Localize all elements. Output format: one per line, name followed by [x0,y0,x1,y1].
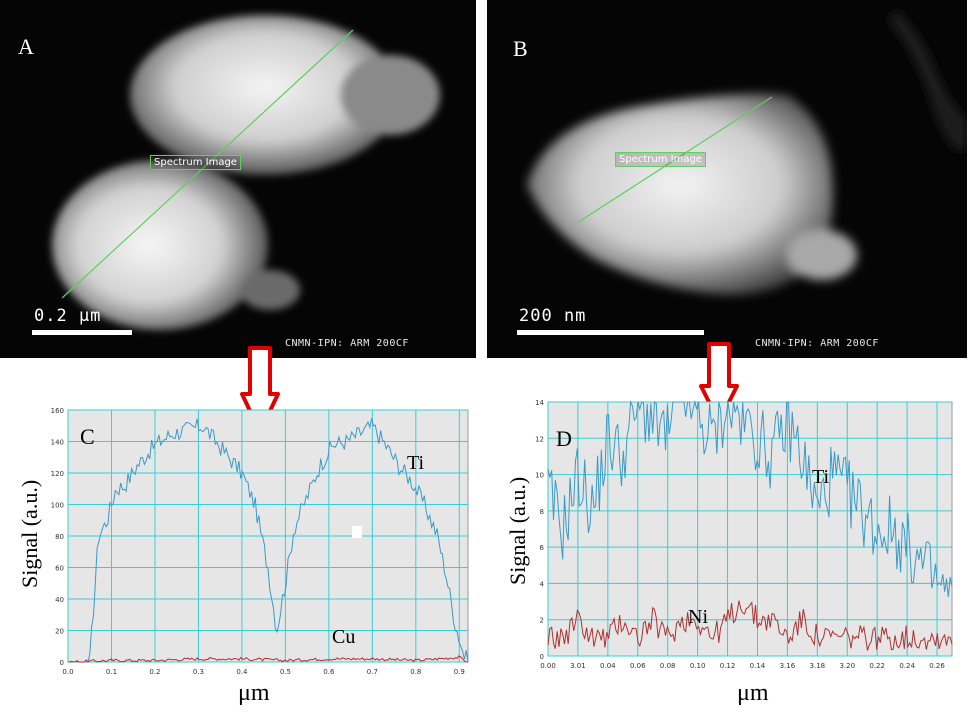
x-tick-label: 0.5 [280,668,291,676]
x-tick-label: 3.01 [570,662,586,670]
x-tick-label: 3.16 [780,662,796,670]
chart-c-series-cu-label: Cu [332,626,356,648]
series-line-cu [68,655,469,663]
y-tick-label: 140 [51,439,64,447]
y-tick-label: 10 [535,472,544,480]
spectrum-line-a [61,29,354,299]
plot-marker [352,526,362,538]
y-tick-label: 14 [535,399,544,407]
chart-d: 0.00 3.01 0.04 0.06 0.08 0.10 0.12 0.14 3.16 3.18… [535,399,953,670]
y-tick-label: 80 [55,533,64,541]
spectrum-label-b: Spectrum Image [615,152,706,167]
credit-a: CNMN-IPN: ARM 200CF [285,338,409,349]
chart-c-letter: C [80,424,95,449]
x-tick-label: 0.04 [600,662,616,670]
x-tick-label: 0.22 [869,662,885,670]
x-tick-label: 0.0 [62,668,73,676]
micrograph-a: A Spectrum Image 0.2 μm CNMN-IPN: ARM 20… [0,0,476,358]
y-tick-label: 160 [51,407,64,415]
y-tick-label: 4 [540,580,545,588]
x-tick-label: 0.08 [660,662,676,670]
x-tick-label: 3.20 [839,662,855,670]
y-tick-label: 0 [540,653,544,661]
x-tick-label: 0.00 [540,662,556,670]
x-tick-label: 0.6 [323,668,335,676]
y-tick-label: 100 [51,502,64,510]
x-tick-label: 0.9 [454,668,465,676]
x-tick-label: 0.10 [690,662,706,670]
credit-b: CNMN-IPN: ARM 200CF [755,338,879,349]
x-tick-label: 0.1 [106,668,117,676]
micrograph-a-image [52,15,440,330]
chart-c-xlabel: μm [238,680,270,706]
scale-text-b: 200 nm [519,306,587,326]
x-tick-label: 0.26 [929,662,945,670]
y-tick-label: 0 [60,659,64,667]
chart-d-series-ti-label: Ti [812,466,830,488]
series-line-ni [547,600,953,651]
spectrum-line-b [576,96,773,224]
x-tick-label: 0.7 [367,668,378,676]
y-tick-label: 120 [51,470,64,478]
micrograph-b-image [527,10,967,295]
chart-d-series-ni-label: Ni [688,606,708,628]
scale-bar-a [32,330,132,335]
y-tick-label: 12 [535,435,544,443]
series-line-ti [68,418,469,663]
panel-letter-a: A [18,34,34,59]
scale-bar-b [517,330,704,335]
x-tick-label: 0.2 [149,668,160,676]
y-tick-label: 20 [55,628,64,636]
y-tick-label: 2 [540,617,544,625]
x-tick-label: 0.4 [236,668,248,676]
chart-d-letter: D [556,426,572,451]
y-tick-label: 8 [540,508,544,516]
chart-d-xlabel: μm [737,680,769,706]
x-tick-label: 0.8 [410,668,421,676]
x-tick-label: 0.3 [193,668,204,676]
y-tick-label: 40 [55,596,64,604]
series-line-ti [547,400,953,598]
panel-letter-b: B [513,36,528,61]
x-tick-label: 0.06 [630,662,646,670]
chart-c: 0.0 0.1 0.2 0.3 0.4 0.5 0.6 0.7 0.8 0.9 0 20 40 60 80 1… [51,407,469,676]
x-tick-label: 0.24 [899,662,915,670]
scale-text-a: 0.2 μm [34,306,102,326]
x-tick-label: 3.18 [810,662,826,670]
spectrum-label-a: Spectrum Image [150,155,241,170]
y-tick-label: 6 [540,544,545,552]
micrograph-b: B Spectrum Image 200 nm CNMN-IPN: ARM 20… [487,0,967,358]
x-tick-label: 0.14 [750,662,766,670]
y-tick-label: 60 [55,565,64,573]
x-tick-label: 0.12 [720,662,736,670]
chart-c-series-ti-label: Ti [407,452,425,474]
plot-area [547,401,953,657]
